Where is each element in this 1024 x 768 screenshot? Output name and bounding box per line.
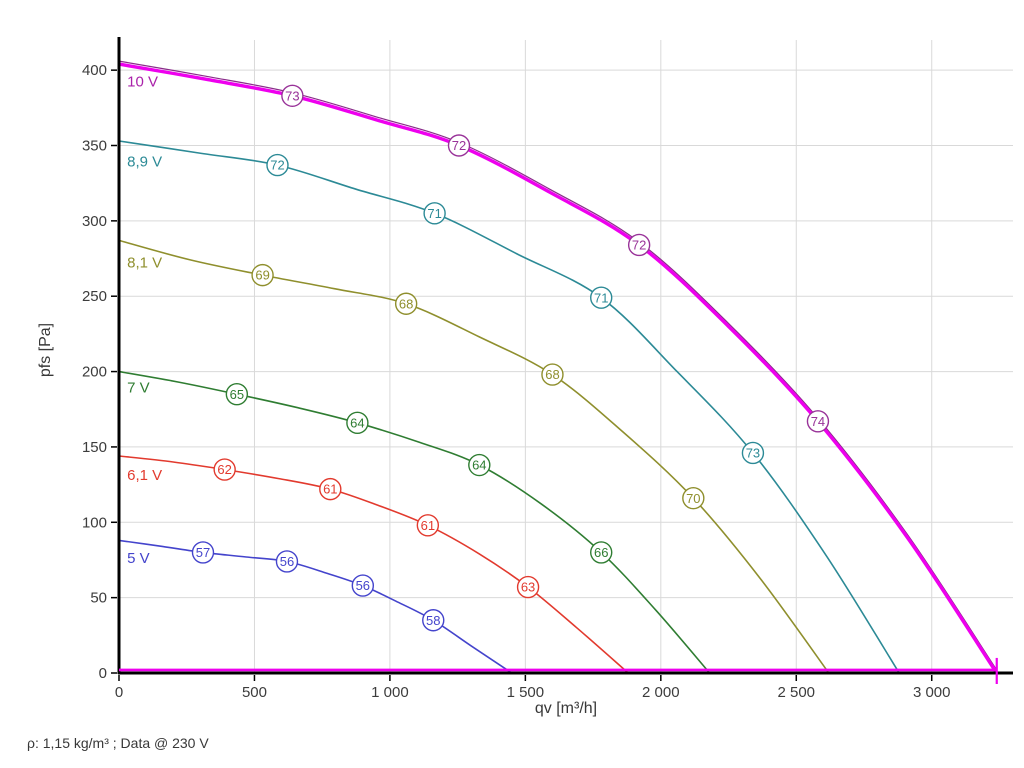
efficiency-marker-circle: [806, 410, 830, 433]
x-tick-label: 2 000: [642, 684, 680, 701]
efficiency-marker-circle: [447, 134, 471, 157]
efficiency-marker-circle: [741, 441, 765, 465]
voltage-curve-label: 8,1 V: [127, 255, 162, 272]
y-axis-title: pfs [Pa]: [37, 322, 54, 378]
efficiency-marker-circle: [516, 575, 540, 599]
x-tick-label: 0: [115, 684, 123, 701]
efficiency-marker-circle: [682, 486, 705, 510]
efficiency-marker-value: 61: [323, 482, 337, 497]
x-tick-label: 500: [242, 684, 267, 701]
efficiency-marker-value: 70: [686, 491, 700, 506]
efficiency-marker-value: 74: [811, 414, 825, 429]
efficiency-marker-circle: [191, 541, 215, 564]
efficiency-marker-circle: [590, 286, 613, 309]
voltage-curve-label: 7 V: [127, 380, 150, 397]
density-footnote: ρ: 1,15 kg/m³ ; Data @ 230 V: [27, 735, 209, 751]
efficiency-marker-circle: [319, 477, 342, 501]
efficiency-marker-circle: [423, 202, 446, 225]
efficiency-marker-value: 65: [230, 387, 244, 402]
efficiency-marker-circle: [416, 514, 440, 537]
efficiency-marker-value: 71: [427, 206, 441, 221]
fan-curve: [118, 539, 513, 674]
efficiency-marker-value: 64: [350, 415, 364, 430]
efficiency-marker-value: 73: [746, 446, 760, 461]
efficiency-marker-circle: [213, 458, 236, 481]
efficiency-marker-value: 68: [399, 296, 413, 311]
efficiency-marker-value: 72: [270, 158, 284, 173]
efficiency-marker-circle: [541, 363, 564, 386]
x-axis-title: qv [m³/h]: [534, 700, 598, 717]
x-tick-label: 2 500: [777, 684, 815, 701]
x-tick-label: 3 000: [913, 684, 951, 701]
x-tick-label: 1 500: [507, 684, 545, 701]
fan-curve: [118, 239, 830, 674]
efficiency-marker-circle: [281, 84, 304, 107]
efficiency-marker-circle: [394, 292, 418, 315]
y-tick-label: 100: [82, 514, 107, 531]
efficiency-marker-circle: [422, 609, 445, 632]
efficiency-marker-value: 58: [426, 613, 440, 628]
efficiency-marker-value: 71: [594, 290, 608, 305]
efficiency-marker-circle: [266, 153, 289, 177]
efficiency-marker-circle: [346, 411, 369, 435]
efficiency-marker-value: 56: [280, 554, 294, 569]
y-tick-label: 200: [82, 364, 107, 381]
efficiency-marker-value: 56: [356, 578, 370, 593]
efficiency-marker-circle: [251, 263, 274, 287]
y-tick-label: 0: [99, 665, 107, 682]
y-tick-label: 250: [82, 288, 107, 305]
efficiency-marker-value: 62: [217, 462, 231, 477]
efficiency-marker-circle: [627, 233, 651, 257]
x-tick-label: 1 000: [371, 684, 409, 701]
efficiency-marker-value: 72: [452, 138, 466, 153]
efficiency-marker-value: 64: [472, 458, 486, 473]
efficiency-marker-value: 57: [196, 545, 210, 560]
y-tick-label: 150: [82, 439, 107, 456]
y-tick-label: 400: [82, 62, 107, 79]
efficiency-marker-value: 69: [255, 268, 269, 283]
efficiency-marker-value: 72: [632, 238, 646, 253]
efficiency-marker-circle: [590, 541, 613, 564]
efficiency-marker-value: 61: [421, 518, 435, 533]
y-tick-label: 350: [82, 138, 107, 155]
efficiency-marker-value: 66: [594, 545, 608, 560]
efficiency-marker-circle: [275, 550, 299, 573]
y-tick-label: 50: [90, 590, 107, 607]
voltage-curve-label: 8,9 V: [127, 154, 162, 171]
efficiency-marker-circle: [351, 574, 375, 597]
voltage-curve-label: 10 V: [127, 74, 158, 91]
efficiency-marker-circle: [225, 382, 249, 406]
fan-curve: [118, 455, 629, 674]
voltage-curve-label: 5 V: [127, 550, 150, 567]
voltage-curve-label: 6,1 V: [127, 467, 162, 484]
efficiency-marker-value: 73: [285, 88, 299, 103]
efficiency-marker-circle: [468, 453, 491, 477]
efficiency-marker-value: 68: [545, 367, 559, 382]
y-tick-label: 300: [82, 213, 107, 230]
efficiency-marker-value: 63: [521, 580, 535, 595]
